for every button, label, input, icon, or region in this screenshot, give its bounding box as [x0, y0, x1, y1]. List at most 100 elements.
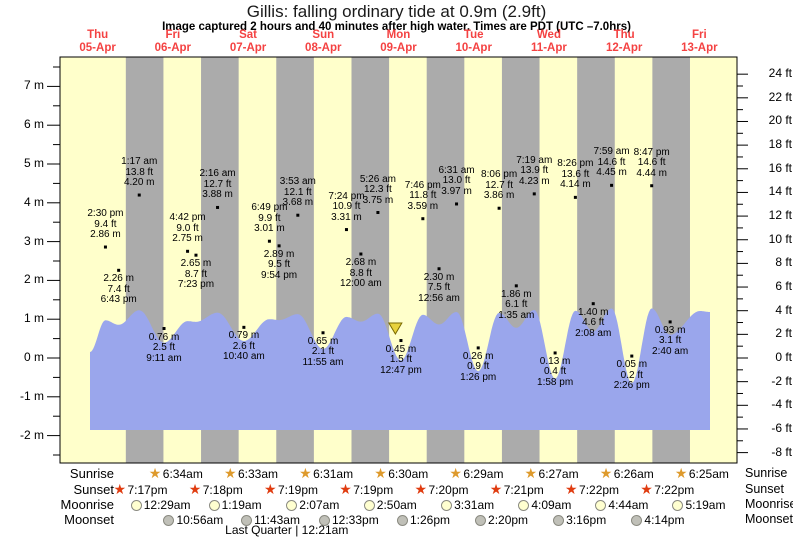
moonset-time: 2:20pm: [488, 513, 529, 527]
high-tide-label: 2:16 am 12.7 ft 3.88 m: [199, 168, 236, 201]
row-label-moonset-right: Moonset: [745, 512, 793, 526]
low-tide-label: 2.89 m 9.5 ft 9:54 pm: [261, 248, 298, 281]
high-tide-label: 7:46 pm 11.8 ft 3.59 m: [404, 179, 441, 212]
moonset-icon: [163, 515, 175, 526]
feet-tick-label: 14 ft: [768, 184, 792, 199]
meter-tick-label: -2 m: [20, 427, 44, 442]
moonrise-time: 2:07am: [299, 498, 340, 512]
tide-point-dot: [242, 325, 246, 329]
day-name-label: Sun: [312, 29, 335, 41]
high-tide-label: 3:53 am 12.1 ft 3.68 m: [279, 176, 316, 209]
sunset-time: 7:19pm: [353, 483, 394, 497]
feet-tick-label: 16 ft: [768, 160, 792, 175]
feet-tick-label: 4 ft: [775, 302, 792, 317]
tide-point-dot: [194, 253, 198, 257]
moonset-time: 10:56am: [176, 513, 224, 527]
sunset-star-icon: ★: [414, 481, 428, 497]
day-date-label: 07-Apr: [229, 42, 267, 54]
low-tide-label: 0.76 m 2.5 ft 9:11 am: [146, 331, 182, 364]
feet-tick-label: -4 ft: [771, 397, 792, 412]
sunset-time: 7:22pm: [579, 483, 620, 497]
sunrise-time: 6:30am: [388, 467, 429, 481]
day-name-label: Fri: [165, 29, 181, 41]
row-label-moonrise-right: Moonrise: [745, 497, 793, 511]
moonrise-time: 4:44am: [608, 498, 649, 512]
row-label-sunrise-right: Sunrise: [745, 466, 788, 480]
sunset-star-icon: ★: [640, 481, 653, 497]
moonset-time: 1:26pm: [409, 513, 451, 527]
sunset-time: 7:21pm: [503, 483, 544, 497]
sunset-star-icon: ★: [489, 481, 503, 497]
tide-point-dot: [650, 184, 654, 188]
day-name-label: Mon: [386, 29, 411, 41]
day-name-label: Tue: [463, 29, 484, 41]
sunrise-time: 6:25am: [688, 467, 729, 481]
tide-point-dot: [532, 192, 536, 196]
high-tide-label: 7:24 pm 10.9 ft 3.31 m: [328, 190, 365, 223]
moonrise-icon: [441, 500, 453, 511]
sunset-star-icon: ★: [565, 481, 578, 497]
day-name-label: Thu: [613, 29, 635, 41]
meter-tick-label: 5 m: [23, 156, 44, 170]
day-name-label: Sat: [239, 29, 257, 41]
feet-tick-label: 22 ft: [768, 89, 792, 104]
low-tide-label: 0.05 m 0.2 ft 2:26 pm: [613, 359, 650, 392]
high-tide-label: 4:42 pm 9.0 ft 2.75 m: [169, 212, 206, 245]
high-tide-label: 8:06 pm 12.7 ft 3.86 m: [481, 169, 518, 202]
low-tide-label: 2.68 m 8.8 ft 12:00 am: [340, 257, 382, 290]
row-label-moonset-left: Moonset: [64, 512, 114, 527]
moonset-icon: [319, 515, 330, 526]
moonset-time: 12:33pm: [332, 513, 379, 527]
moonset-icon: [631, 515, 643, 526]
tide-point-dot: [399, 339, 403, 343]
feet-tick-label: 20 ft: [768, 113, 792, 128]
day-date-label: 11-Apr: [531, 42, 567, 54]
high-tide-label: 5:26 am 12.3 ft 3.75 m: [359, 173, 396, 206]
high-tide-label: 6:31 am 13.0 ft 3.97 m: [438, 164, 475, 197]
sunset-star-icon: ★: [113, 481, 126, 497]
tide-point-dot: [630, 354, 634, 358]
sunset-time: 7:17pm: [127, 483, 168, 497]
moonrise-icon: [595, 500, 607, 511]
low-tide-label: 0.26 m 0.9 ft 1:26 pm: [460, 350, 497, 383]
moonset-time: 4:14pm: [644, 513, 685, 527]
tide-point-dot: [668, 320, 672, 324]
feet-tick-label: 8 ft: [775, 255, 792, 270]
feet-tick-label: 12 ft: [768, 208, 792, 223]
low-tide-label: 0.65 m 2.1 ft 11:55 am: [302, 335, 344, 368]
sunrise-star-icon: ★: [449, 465, 462, 481]
feet-tick-label: -2 ft: [771, 373, 792, 388]
meter-tick-label: 3 m: [23, 233, 44, 248]
tide-point-dot: [376, 211, 380, 214]
high-tide-label: 1:17 am 13.8 ft 4.20 m: [121, 156, 158, 189]
sunrise-star-icon: ★: [599, 465, 613, 481]
sunset-time: 7:20pm: [428, 483, 469, 497]
meter-tick-label: -1 m: [20, 388, 44, 403]
high-tide-label: 6:49 pm 9.9 ft 3.01 m: [251, 202, 288, 235]
high-tide-label: 7:59 am 14.6 ft 4.45 m: [593, 146, 630, 179]
moonrise-time: 3:31am: [454, 498, 495, 512]
feet-tick-label: 24 ft: [768, 66, 792, 81]
moonrise-icon: [286, 500, 298, 511]
day-name-label: Thu: [87, 29, 109, 41]
high-tide-label: 8:47 pm 14.6 ft 4.44 m: [633, 146, 670, 179]
meter-tick-label: 7 m: [23, 78, 44, 93]
tide-point-dot: [216, 205, 220, 209]
day-name-label: Fri: [692, 29, 707, 41]
low-tide-label: 2.30 m 7.5 ft 12:56 am: [418, 271, 460, 304]
tide-point-dot: [591, 302, 595, 306]
high-tide-label: 2:30 pm 9.4 ft 2.86 m: [87, 208, 124, 241]
row-label-moonrise-left: Moonrise: [60, 497, 114, 512]
tide-point-dot: [476, 346, 480, 350]
moonrise-icon: [208, 500, 220, 511]
sunset-star-icon: ★: [263, 481, 277, 497]
feet-tick-label: 2 ft: [775, 326, 792, 341]
tide-point-dot: [277, 244, 281, 248]
tide-point-dot: [344, 228, 348, 232]
meter-tick-label: 2 m: [23, 272, 44, 287]
moonrise-icon: [363, 500, 375, 511]
tide-point-dot: [359, 252, 363, 256]
sunset-time: 7:19pm: [277, 483, 319, 497]
